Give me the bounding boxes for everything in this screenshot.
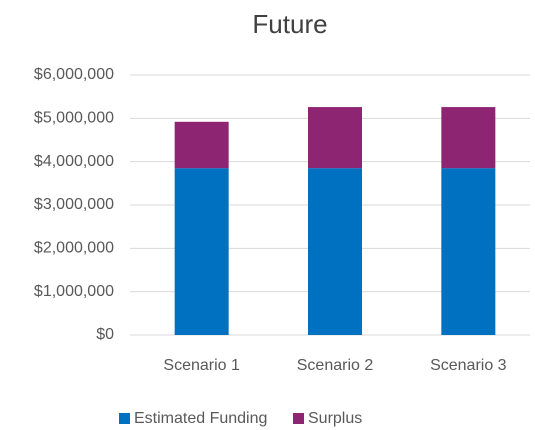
- x-tick-label: Scenario 3: [430, 357, 507, 374]
- bar-segment: [441, 168, 496, 335]
- y-tick-label: $4,000,000: [34, 153, 114, 170]
- x-tick-label: Scenario 1: [163, 357, 240, 374]
- y-tick-label: $1,000,000: [34, 283, 114, 300]
- x-tick-label: Scenario 2: [297, 357, 374, 374]
- bar-segment: [308, 107, 362, 169]
- bar-segment: [174, 121, 229, 169]
- bar-segment: [308, 168, 362, 335]
- chart-title: Future: [252, 9, 327, 39]
- legend-label: Estimated Funding: [134, 410, 267, 427]
- legend-swatch: [293, 413, 304, 424]
- legend-label: Surplus: [308, 410, 362, 427]
- y-tick-label: $3,000,000: [34, 196, 114, 213]
- bar-segment: [441, 107, 496, 169]
- legend-swatch: [119, 413, 130, 424]
- y-tick-label: $5,000,000: [34, 110, 114, 127]
- y-tick-label: $0: [96, 326, 114, 343]
- bar-segment: [174, 168, 229, 335]
- y-tick-label: $2,000,000: [34, 240, 114, 257]
- y-tick-label: $6,000,000: [34, 66, 114, 83]
